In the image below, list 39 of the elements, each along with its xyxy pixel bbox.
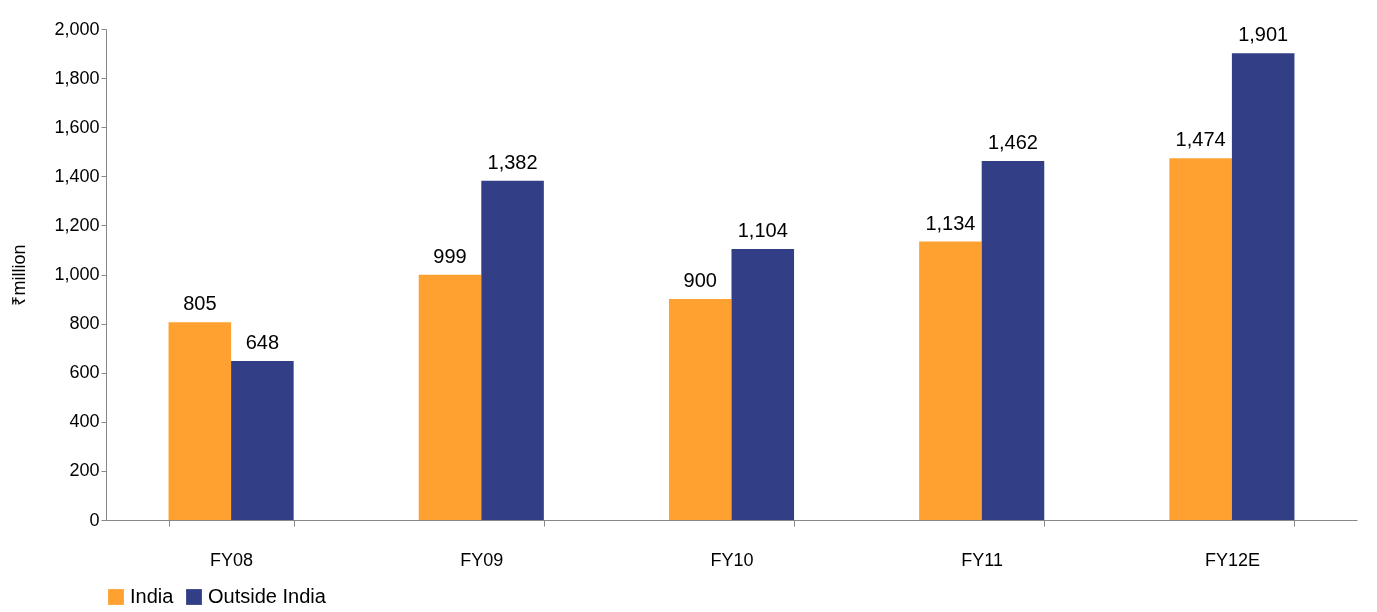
- y-tick-label: 1,800: [54, 67, 100, 88]
- data-label: 1,134: [925, 211, 976, 234]
- data-label: 1,382: [487, 150, 538, 173]
- y-axis-title: ₹million: [9, 244, 30, 306]
- x-tick-label: FY10: [710, 549, 754, 570]
- data-label: 1,474: [1175, 128, 1226, 151]
- y-tick-label: 2,000: [54, 18, 100, 39]
- y-tick-label: 1,200: [54, 214, 100, 235]
- x-tick-label: FY09: [460, 549, 504, 570]
- bar: [418, 274, 482, 520]
- data-label: 1,901: [1238, 23, 1289, 46]
- x-tick-label: FY08: [210, 549, 254, 570]
- bar: [981, 161, 1045, 520]
- x-tick-label: FY12E: [1204, 549, 1260, 570]
- data-label: 1,104: [737, 218, 788, 241]
- bar: [168, 322, 232, 520]
- data-label: 1,462: [987, 131, 1039, 154]
- data-label: 999: [433, 244, 467, 267]
- y-tick-label: 1,600: [54, 116, 100, 137]
- bar: [481, 180, 544, 520]
- data-label: 900: [683, 269, 717, 292]
- bar: [1169, 158, 1232, 520]
- x-tick-label: FY11: [961, 549, 1004, 570]
- legend-label: Outside India: [208, 585, 327, 607]
- y-tick-label: 800: [69, 313, 100, 334]
- y-tick-label: 600: [69, 362, 100, 383]
- bar: [919, 241, 982, 520]
- y-tick-label: 400: [69, 411, 100, 432]
- bar: [1231, 53, 1295, 520]
- bar: [231, 360, 294, 520]
- legend-label: India: [130, 585, 175, 607]
- bar: [668, 299, 732, 520]
- data-label: 648: [245, 330, 280, 353]
- bar: [731, 248, 795, 520]
- y-tick-label: 0: [89, 509, 100, 530]
- y-tick-label: 200: [69, 460, 100, 481]
- data-label: 805: [183, 292, 217, 315]
- y-tick-label: 1,400: [54, 165, 100, 186]
- y-tick-label: 1,000: [54, 264, 100, 284]
